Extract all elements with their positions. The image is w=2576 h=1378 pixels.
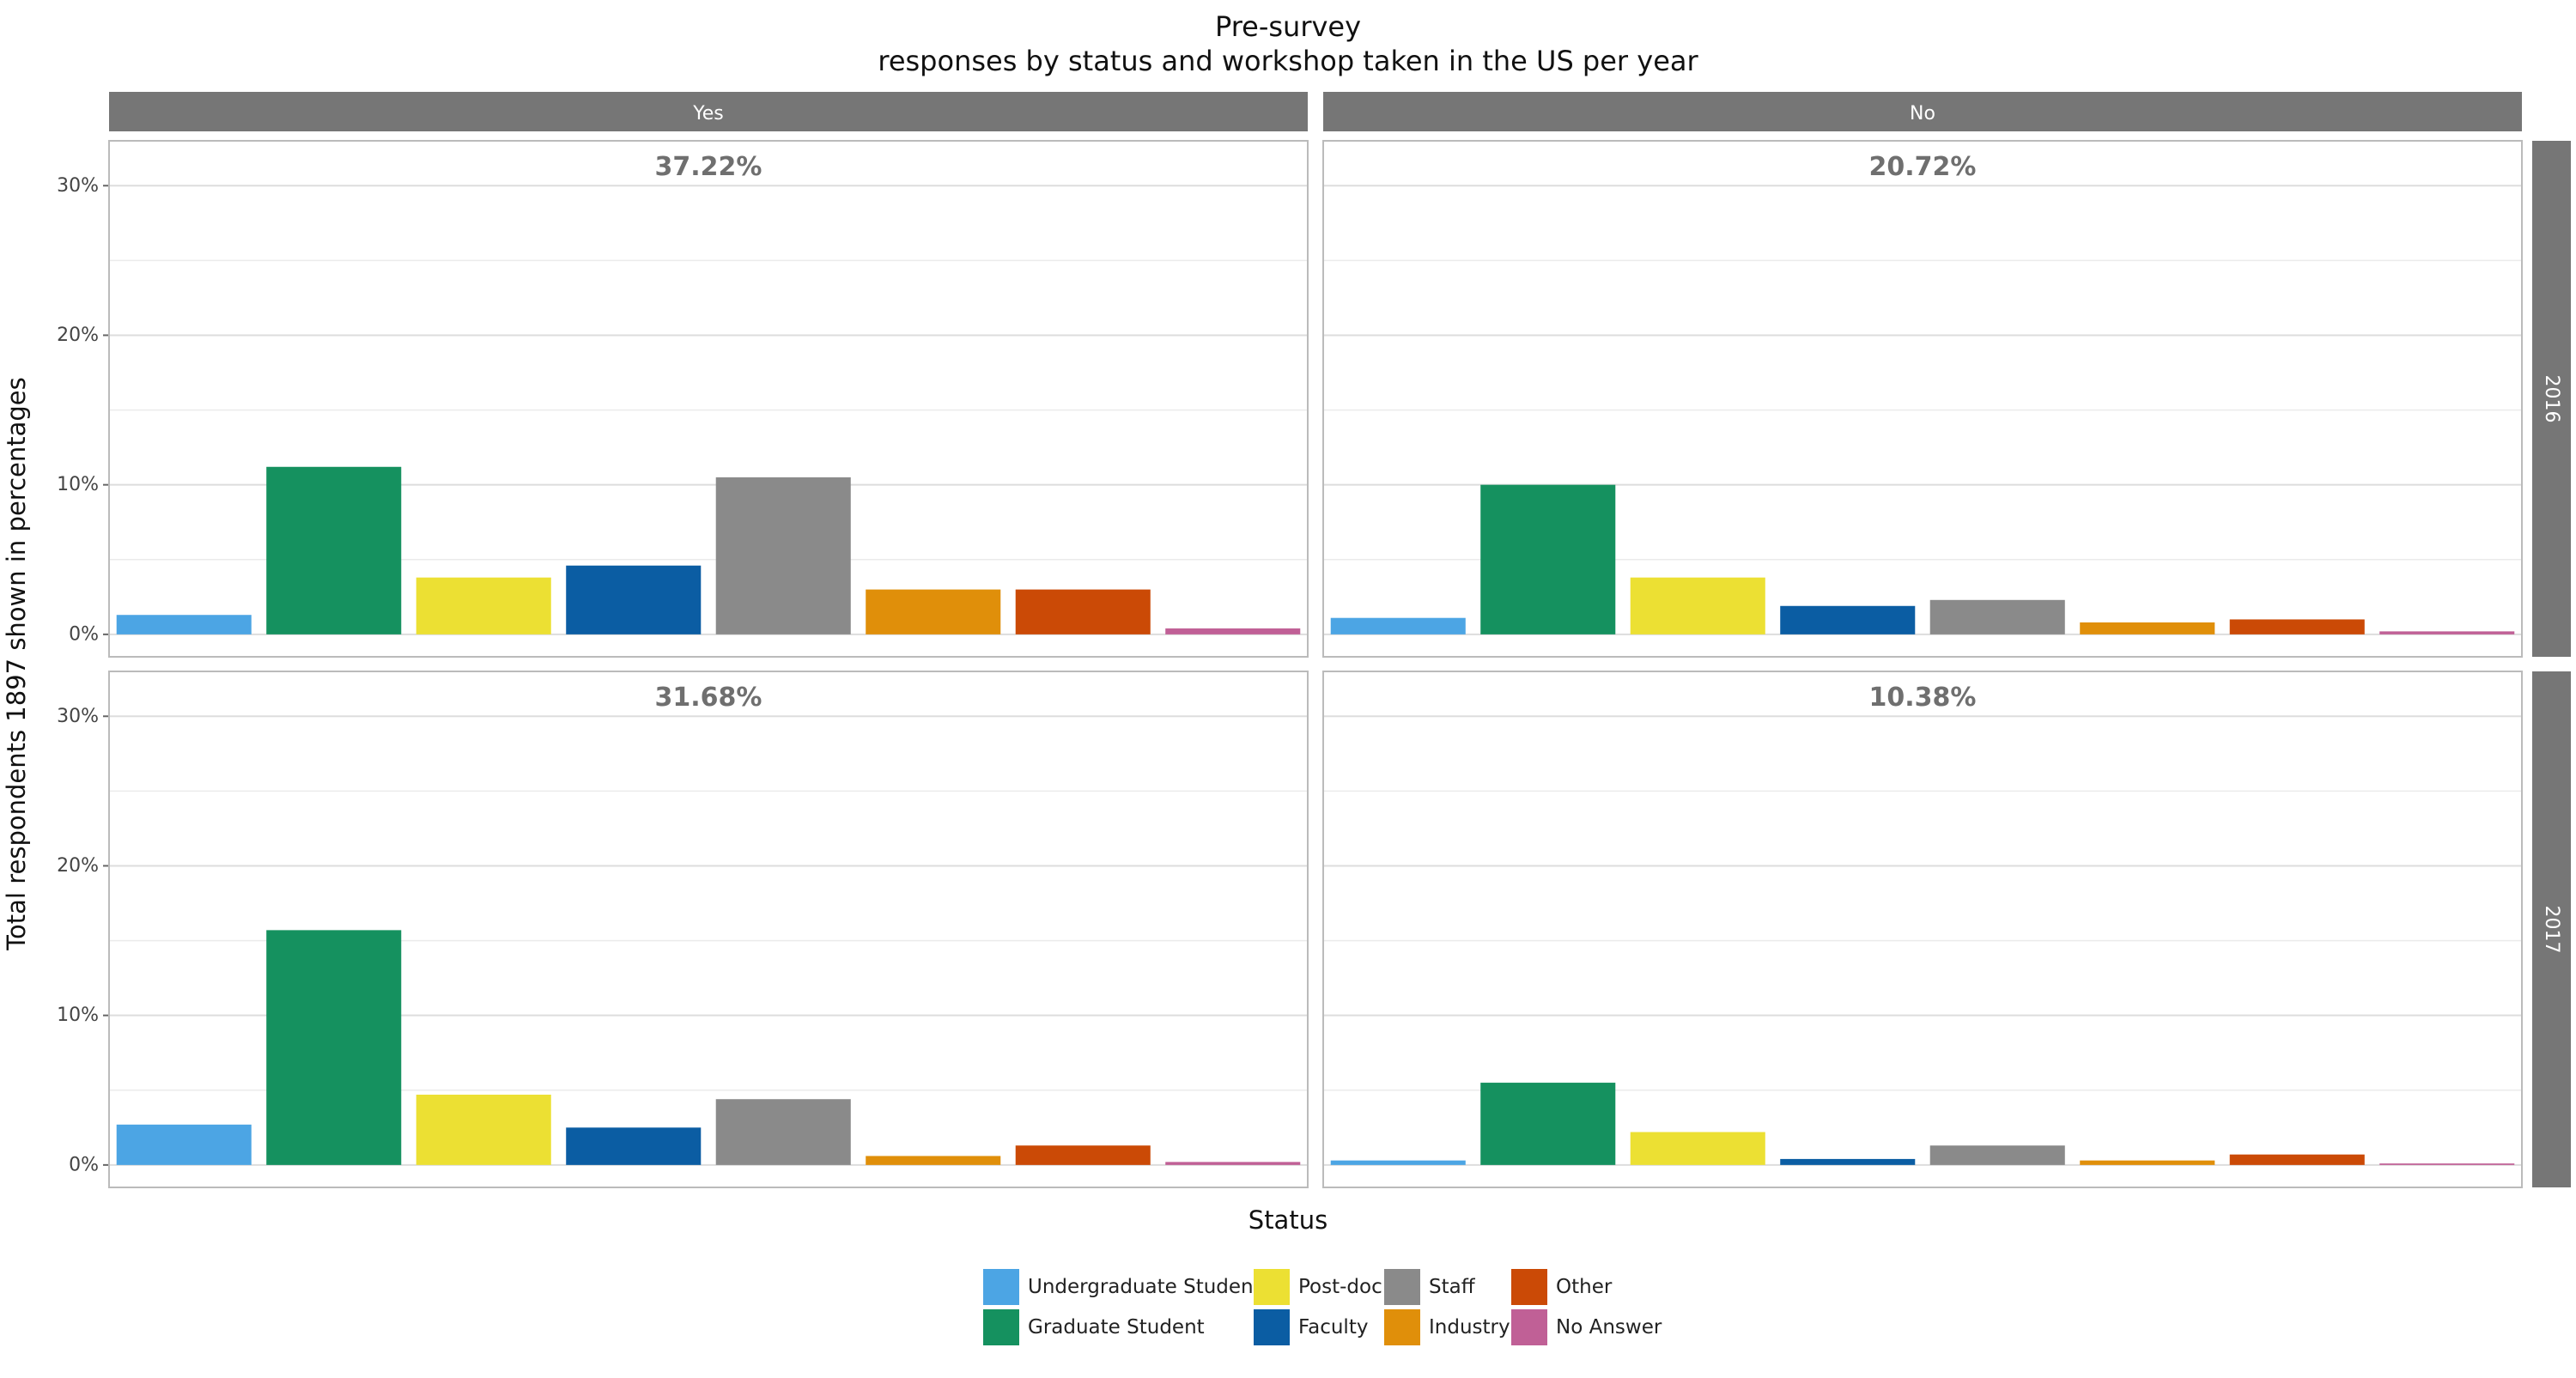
panel-border bbox=[108, 671, 1309, 1188]
bar-industry bbox=[866, 1156, 1001, 1165]
bar-undergraduate-student bbox=[116, 1124, 252, 1165]
legend-entry-label: Staff bbox=[1429, 1276, 1476, 1298]
bar-graduate-student bbox=[1480, 1083, 1616, 1165]
legend-entry-label: No Answer bbox=[1556, 1316, 1662, 1339]
bar-faculty bbox=[566, 565, 702, 634]
legend-entry-label: Industry bbox=[1429, 1316, 1510, 1339]
legend-key bbox=[1511, 1269, 1547, 1305]
bar-post-doc bbox=[1630, 577, 1765, 634]
y-axis-label: Total respondents 1897 shown in percenta… bbox=[2, 377, 31, 950]
bar-post-doc bbox=[416, 577, 551, 634]
legend-key bbox=[1254, 1309, 1290, 1345]
y-tick-label: 10% bbox=[57, 1005, 99, 1026]
legend-key bbox=[1384, 1269, 1420, 1305]
facet-strip-yes bbox=[109, 92, 1308, 131]
bar-undergraduate-student bbox=[1330, 1160, 1466, 1165]
facet-strip-2017 bbox=[2532, 671, 2571, 1187]
facet-strip-no bbox=[1323, 92, 2522, 131]
legend-key bbox=[983, 1269, 1019, 1305]
y-tick-label: 0% bbox=[69, 1154, 99, 1175]
bar-other bbox=[1015, 1145, 1151, 1165]
legend-entry-label: Undergraduate Student bbox=[1028, 1276, 1261, 1298]
bar-other bbox=[2229, 619, 2365, 634]
bar-faculty bbox=[566, 1127, 702, 1165]
y-tick-label: 0% bbox=[69, 623, 99, 645]
bar-industry bbox=[2080, 1160, 2215, 1165]
legend-entry-label: Other bbox=[1556, 1276, 1613, 1298]
panel-border bbox=[1322, 671, 2523, 1188]
y-tick-label: 20% bbox=[57, 855, 99, 877]
bar-post-doc bbox=[1630, 1132, 1765, 1165]
legend-entry-label: Post-doc bbox=[1298, 1276, 1382, 1298]
legend-entry-label: Faculty bbox=[1298, 1316, 1368, 1339]
bar-graduate-student bbox=[266, 930, 402, 1165]
y-tick-label: 20% bbox=[57, 325, 99, 346]
bar-no-answer bbox=[2379, 1163, 2515, 1165]
panel-border bbox=[1322, 140, 2523, 658]
panel-total-label: 31.68% bbox=[655, 683, 762, 713]
bar-no-answer bbox=[2379, 631, 2515, 634]
chart-subtitle: responses by status and workshop taken i… bbox=[878, 45, 1698, 77]
bar-staff bbox=[1929, 599, 2065, 634]
bar-graduate-student bbox=[266, 466, 402, 634]
bar-staff bbox=[715, 1099, 851, 1165]
bar-no-answer bbox=[1165, 628, 1301, 634]
facet-strip-label: No bbox=[1910, 103, 1935, 124]
y-tick-label: 30% bbox=[57, 706, 99, 727]
bar-staff bbox=[1929, 1145, 2065, 1165]
panel-total-label: 37.22% bbox=[655, 152, 762, 182]
panel-total-label: 10.38% bbox=[1869, 683, 1977, 713]
bar-undergraduate-student bbox=[116, 615, 252, 634]
facet-strip-label: Yes bbox=[692, 103, 724, 124]
bar-industry bbox=[2080, 622, 2215, 634]
bar-undergraduate-student bbox=[1330, 617, 1466, 634]
bar-post-doc bbox=[416, 1094, 551, 1165]
y-tick-label: 30% bbox=[57, 175, 99, 197]
bar-faculty bbox=[1780, 605, 1916, 634]
facet-strip-2016 bbox=[2532, 141, 2571, 657]
legend-key bbox=[1254, 1269, 1290, 1305]
bar-graduate-student bbox=[1480, 484, 1616, 634]
bar-other bbox=[2229, 1154, 2365, 1165]
chart-title: Pre-survey bbox=[1215, 10, 1361, 43]
facet-strip-label: 2016 bbox=[2541, 375, 2562, 423]
panel-border bbox=[108, 140, 1309, 658]
bar-industry bbox=[866, 589, 1001, 634]
y-tick-label: 10% bbox=[57, 474, 99, 495]
bar-staff bbox=[715, 477, 851, 634]
legend-entry-label: Graduate Student bbox=[1028, 1316, 1205, 1339]
legend-key bbox=[1511, 1309, 1547, 1345]
panel-total-label: 20.72% bbox=[1869, 152, 1977, 182]
bar-other bbox=[1015, 589, 1151, 634]
facet-strip-label: 2017 bbox=[2541, 906, 2562, 954]
legend-key bbox=[1384, 1309, 1420, 1345]
x-axis-label: Status bbox=[1249, 1205, 1327, 1235]
bar-faculty bbox=[1780, 1158, 1916, 1165]
bar-no-answer bbox=[1165, 1162, 1301, 1165]
legend-key bbox=[983, 1309, 1019, 1345]
